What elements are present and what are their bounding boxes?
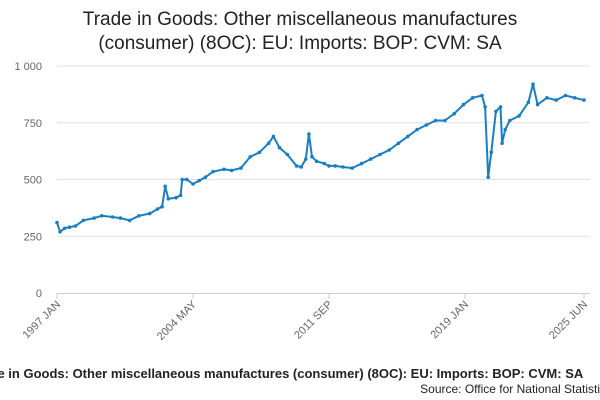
data-point: [433, 118, 438, 123]
data-point: [73, 224, 78, 228]
chart-title: Trade in Goods: Other miscellaneous manu…: [0, 8, 600, 56]
grid-lines: [57, 65, 590, 237]
data-point: [160, 204, 164, 209]
data-point: [271, 134, 276, 139]
data-point: [67, 225, 72, 229]
data-point: [322, 161, 327, 166]
data-point: [229, 168, 234, 173]
footer-caption: Trade in Goods: Other miscellaneous manu…: [0, 366, 584, 381]
data-point: [239, 166, 243, 170]
data-point: [211, 169, 215, 174]
data-point: [563, 93, 568, 98]
data-point: [341, 165, 345, 169]
data-point: [470, 96, 475, 100]
chart-title-line-1: Trade in Goods: Other miscellaneous manu…: [82, 9, 518, 30]
data-point: [191, 182, 195, 186]
data-point: [180, 177, 184, 182]
data-point: [155, 207, 160, 211]
data-point: [81, 218, 86, 223]
data-point: [285, 152, 290, 157]
data-point: [526, 100, 531, 105]
data-point: [554, 98, 558, 102]
x-axis: 1997 JAN 2004 MAY 2011 SEP 2019 JAN 2025 JUN: [20, 293, 590, 343]
series-layer: [55, 82, 586, 234]
data-point: [582, 98, 586, 102]
data-point: [310, 155, 314, 159]
data-point: [163, 184, 167, 189]
y-tick-label: 250: [24, 231, 42, 243]
data-point: [304, 157, 308, 161]
data-point: [277, 145, 282, 150]
data-point: [415, 127, 419, 132]
series-line: [56, 83, 585, 233]
data-point: [517, 114, 521, 118]
x-tick-label: 2011 SEP: [292, 299, 335, 342]
data-point: [314, 159, 319, 164]
data-point: [480, 93, 484, 98]
data-point: [461, 102, 466, 107]
data-point: [127, 218, 132, 223]
data-point: [222, 167, 226, 172]
data-point: [508, 118, 512, 123]
data-point: [500, 141, 504, 145]
data-point: [257, 150, 262, 155]
data-point: [387, 148, 392, 152]
data-point: [137, 214, 141, 218]
data-point: [424, 123, 429, 127]
data-point: [174, 195, 178, 200]
data-point: [503, 127, 508, 132]
data-point: [378, 152, 382, 157]
data-point: [110, 215, 115, 219]
data-point: [406, 134, 410, 139]
data-point: [333, 164, 338, 168]
data-point: [147, 211, 152, 216]
data-point: [489, 150, 494, 155]
data-point: [531, 82, 535, 86]
data-point: [266, 141, 271, 145]
data-point: [396, 141, 401, 145]
data-point: [327, 164, 331, 168]
data-point: [248, 155, 252, 159]
data-point: [452, 111, 457, 116]
y-axis-labels: 0 250 500 750 1 000: [14, 61, 42, 300]
data-point: [118, 216, 123, 220]
data-point: [55, 220, 59, 225]
data-point: [350, 166, 355, 170]
y-tick-label: 500: [24, 175, 42, 187]
y-tick-label: 750: [24, 118, 42, 130]
data-point: [58, 229, 62, 234]
data-point: [572, 96, 577, 100]
x-tick-label: 1997 JAN: [20, 299, 63, 342]
data-point: [299, 165, 304, 169]
data-point: [498, 105, 503, 109]
chart-title-line-2: (consumer) (8OC): EU: Imports: BOP: CVM:…: [98, 33, 502, 54]
data-point: [368, 157, 373, 161]
x-tick-label: 2025 JUN: [547, 299, 590, 342]
data-point: [166, 197, 171, 201]
data-point: [178, 193, 183, 198]
data-point: [92, 216, 96, 220]
data-point: [185, 177, 189, 182]
x-tick-label: 2004 MAY: [155, 298, 200, 343]
data-point: [494, 109, 498, 114]
data-point: [545, 96, 549, 100]
data-point: [294, 164, 299, 168]
data-point: [197, 178, 201, 183]
data-point: [486, 175, 491, 179]
data-point: [443, 118, 447, 123]
x-tick-label: 2019 JAN: [428, 299, 471, 342]
y-tick-label: 1 000: [14, 61, 42, 73]
data-point: [359, 161, 364, 166]
data-point: [100, 214, 104, 218]
footer-source: Source: Office for National Statistics: [420, 382, 600, 396]
data-point: [483, 105, 487, 109]
data-point: [203, 175, 208, 179]
data-point: [307, 132, 311, 136]
data-point: [535, 102, 540, 107]
data-point: [62, 226, 67, 231]
y-tick-label: 0: [36, 288, 42, 300]
